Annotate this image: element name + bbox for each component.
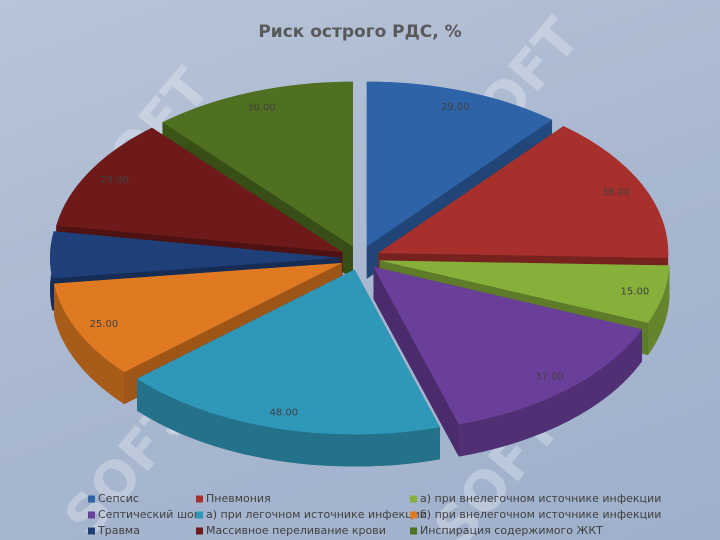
legend-label: Септический шок: [98, 508, 201, 521]
legend-label: Инспирация содержимого ЖКТ: [420, 524, 603, 537]
legend-swatch: [410, 527, 417, 535]
slice-top: [137, 269, 440, 435]
slice-top: [366, 81, 553, 247]
slice-top: [54, 262, 342, 373]
legend-swatch: [196, 511, 203, 519]
data-label: 30.00: [247, 103, 276, 114]
legend-label: Травма: [97, 524, 140, 537]
slice-top: [378, 126, 669, 258]
legend-label: б) при внелегочном источнике инфекции: [420, 508, 661, 521]
slice-top: [373, 266, 642, 425]
legend-swatch: [88, 495, 95, 503]
pie-slice: [137, 269, 440, 467]
slice-top: [379, 260, 670, 323]
data-label: 29.00: [441, 102, 470, 113]
slice-top: [56, 127, 343, 253]
legend-label: а) при легочном источнике инфекции: [206, 508, 427, 521]
legend-swatch: [88, 527, 95, 535]
legend-swatch: [196, 527, 203, 535]
slice-top: [50, 231, 341, 279]
legend-label: а) при внелегочном источнике инфекции: [420, 492, 661, 505]
data-label: 37.00: [535, 371, 564, 382]
data-label: 15.00: [621, 286, 650, 297]
slice-side: [647, 265, 670, 355]
legend-swatch: [410, 511, 417, 519]
pie-slice: [373, 266, 642, 457]
data-label: 48.00: [269, 407, 298, 418]
slice-wall: [373, 266, 459, 457]
slice-side: [458, 329, 642, 457]
pie-slice: [378, 126, 669, 290]
slice-side: [137, 378, 440, 467]
data-label: 38.00: [602, 187, 631, 198]
data-label: 25.00: [90, 319, 119, 330]
slice-top: [162, 81, 353, 247]
legend-swatch: [410, 495, 417, 503]
legend-label: Сепсис: [98, 492, 139, 505]
legend-label: Пневмония: [206, 492, 271, 505]
data-label: 29.00: [100, 175, 129, 186]
legend-swatch: [196, 495, 203, 503]
chart-title: Риск острого РДС, %: [258, 22, 461, 42]
legend-swatch: [88, 511, 95, 519]
legend-label: Массивное переливание крови: [206, 524, 386, 537]
slice-side: [54, 283, 125, 405]
